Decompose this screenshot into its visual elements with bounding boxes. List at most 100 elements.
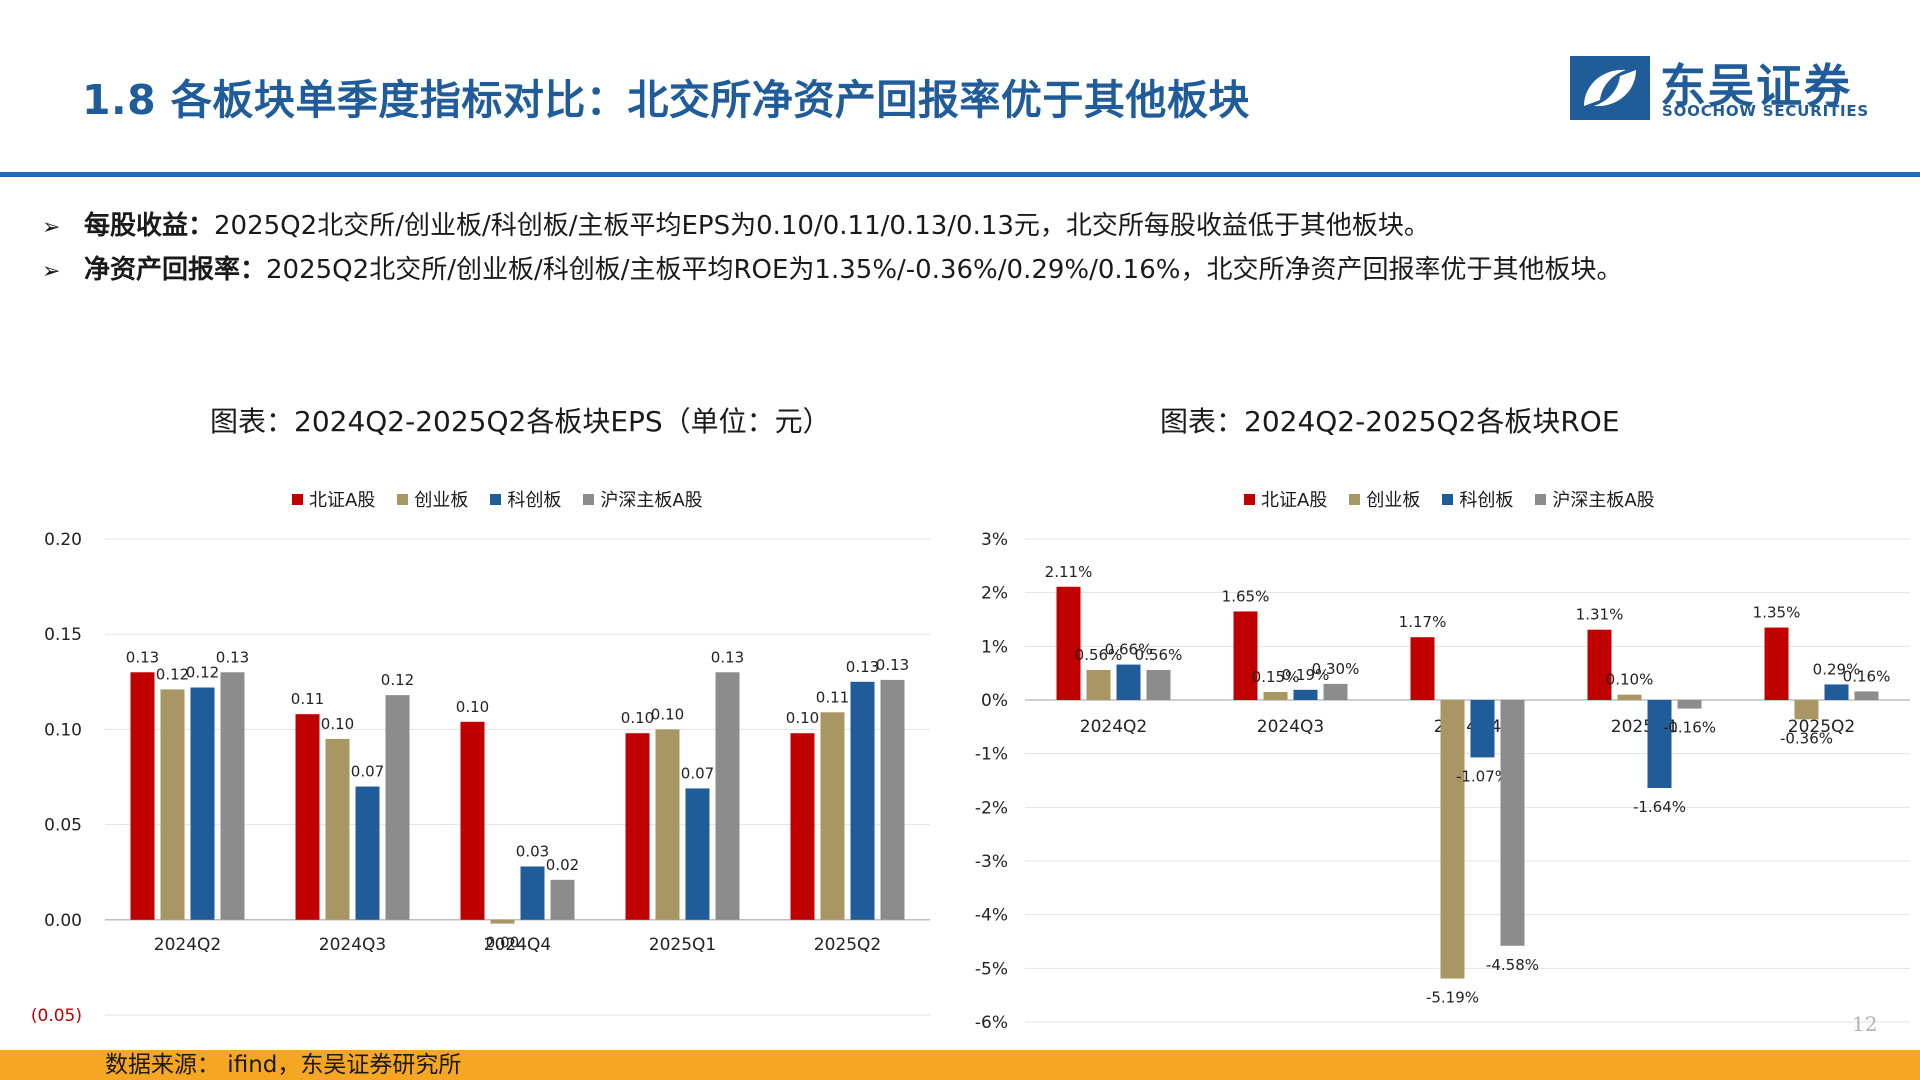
legend-label: 科创板 (507, 490, 562, 511)
roe-bar-chart: 3% 2% 1% 0% -1% -2% -3% -4% -5% -6% 2024Q2 2.11% 0.5… (975, 530, 1910, 1033)
bar-1 (790, 733, 815, 920)
legend-swatch (397, 493, 409, 505)
y-tick-label: -2% (975, 798, 1008, 818)
legend-item: 北证A股 (292, 486, 375, 512)
x-category-label: 2025Q1 (649, 935, 716, 955)
data-label: 0.00 (486, 934, 519, 952)
bar-3 (520, 866, 545, 920)
bullet-lead: 每股收益： (84, 211, 215, 241)
data-label: 0.10 (321, 715, 354, 733)
bar-1 (1056, 586, 1081, 700)
legend-label: 创业板 (1366, 490, 1421, 511)
arrow-bullet-icon: ➢ (42, 215, 61, 240)
y-tick-label: 2% (981, 584, 1008, 604)
bullet-roe: ➢ 净资产回报率：2025Q2北交所/创业板/科创板/主板平均ROE为1.35%/… (42, 249, 1622, 293)
x-category-label: 2024Q3 (1257, 717, 1324, 737)
data-label: -1.07% (1456, 767, 1509, 785)
bar-3 (685, 788, 710, 920)
y-tick-label: -1% (975, 745, 1008, 765)
bar-3 (1647, 700, 1672, 789)
data-label: 0.02 (546, 856, 579, 874)
legend-swatch (490, 493, 502, 505)
bullet-text: 2025Q2北交所/创业板/科创板/主板平均ROE为1.35%/-0.36%/0… (266, 255, 1623, 285)
legend-label: 沪深主板A股 (600, 490, 703, 511)
y-tick-label: 0.00 (44, 911, 82, 931)
roe-chart-title: 图表：2024Q2-2025Q2各板块ROE (1160, 405, 1620, 438)
legend-swatch (1442, 493, 1454, 505)
data-label: -5.19% (1426, 989, 1479, 1007)
data-label: 0.13 (216, 648, 249, 666)
bar-2 (1086, 669, 1111, 700)
y-tick-label: -5% (975, 959, 1008, 979)
legend-swatch (1349, 493, 1361, 505)
legend-item: 沪深主板A股 (583, 486, 703, 512)
bar-3 (355, 786, 380, 920)
logo-text-cn: 东吴证券 (1660, 59, 1852, 113)
soochow-logo-icon (1570, 56, 1650, 120)
data-label: 0.07 (351, 763, 384, 781)
bar-4 (385, 695, 410, 920)
y-tick-label: 0.10 (44, 720, 82, 740)
bar-4 (220, 672, 245, 920)
y-tick-label: 0.15 (44, 625, 82, 645)
legend-item: 创业板 (397, 486, 468, 512)
legend-swatch (1244, 493, 1255, 505)
data-label: 0.03 (516, 842, 549, 860)
data-source: 数据来源： ifind，东吴证券研究所 (105, 1052, 462, 1078)
legend-label: 科创板 (1459, 490, 1514, 511)
bar-3 (850, 681, 875, 920)
legend-label: 沪深主板A股 (1552, 490, 1655, 511)
data-label: -0.16% (1663, 719, 1716, 737)
roe-legend: 北证A股 创业板 科创板 沪深主板A股 (1244, 486, 1655, 512)
data-label: 0.12 (186, 664, 219, 682)
eps-bar-chart: 0.200.150.100.050.00(0.05)2024Q20.130.12… (31, 530, 930, 1026)
bar-3 (1470, 700, 1495, 758)
bar-3 (190, 687, 215, 920)
bar-4 (1146, 669, 1171, 700)
legend-item: 科创板 (1442, 486, 1513, 512)
data-label: 0.13 (711, 648, 744, 666)
data-label: 0.13 (846, 658, 879, 676)
bar-3 (1116, 664, 1141, 700)
data-label: 0.56% (1075, 646, 1123, 664)
bar-1 (1410, 637, 1435, 700)
data-label: 0.10 (786, 709, 819, 727)
y-tick-label: -3% (975, 852, 1008, 872)
y-tick-label: 1% (981, 637, 1008, 657)
footer-bar (0, 1050, 1920, 1080)
data-label: 1.17% (1399, 613, 1447, 631)
data-label: 1.31% (1576, 606, 1624, 624)
y-tick-label: 0.05 (44, 816, 82, 836)
page-number: 12 (1852, 1012, 1878, 1036)
y-tick-label: -6% (975, 1013, 1008, 1033)
bar-1 (295, 714, 320, 920)
bar-2 (820, 712, 845, 920)
y-tick-label: (0.05) (31, 1006, 82, 1026)
summary-bullets: ➢ 每股收益：2025Q2北交所/创业板/科创板/主板平均EPS为0.10/0.1… (42, 205, 1622, 293)
bullet-text: 2025Q2北交所/创业板/科创板/主板平均EPS为0.10/0.11/0.13… (214, 211, 1430, 241)
arrow-bullet-icon: ➢ (42, 259, 61, 284)
data-label: 0.11 (816, 688, 849, 706)
data-label: 0.15% (1252, 668, 1300, 686)
bar-1 (1587, 629, 1612, 700)
x-category-label: 2024Q4 (484, 935, 551, 955)
bar-4 (1677, 700, 1702, 709)
data-label: 0.11 (291, 690, 324, 708)
bar-1 (1764, 627, 1789, 700)
data-label: 0.56% (1135, 646, 1183, 664)
data-label: 0.13 (876, 656, 909, 674)
bar-1 (625, 733, 650, 920)
y-tick-label: 0.20 (44, 530, 82, 550)
data-label: 0.13 (126, 648, 159, 666)
x-category-label: 2024Q2 (154, 935, 221, 955)
legend-item: 创业板 (1349, 486, 1420, 512)
eps-chart-title: 图表：2024Q2-2025Q2各板块EPS（单位：元） (210, 405, 831, 438)
bar-2 (160, 689, 185, 920)
data-label: 0.12 (381, 671, 414, 689)
data-label: 0.07 (681, 764, 714, 782)
data-label: 0.66% (1105, 641, 1153, 659)
data-label: 2.11% (1045, 563, 1093, 581)
legend-item: 科创板 (490, 486, 561, 512)
header-divider (0, 172, 1920, 177)
page-title: 1.8 各板块单季度指标对比：北交所净资产回报率优于其他板块 (82, 76, 1250, 124)
